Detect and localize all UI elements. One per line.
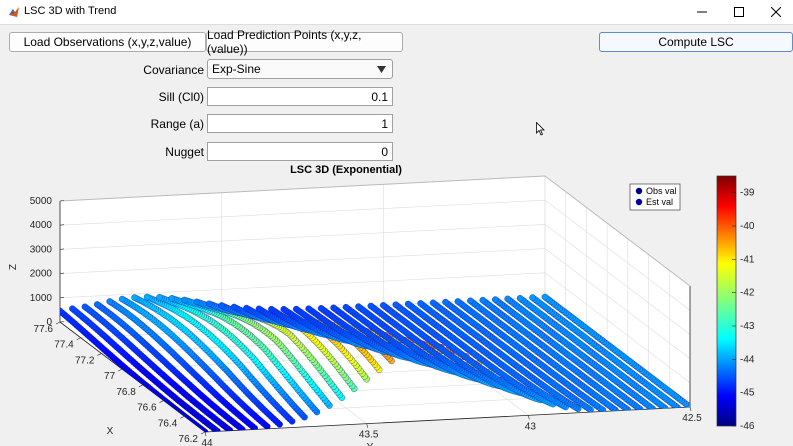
lsc-3d-plot[interactable]: LSC 3D (Exponential) 5000 4000 3000 2000 100… — [0, 162, 793, 446]
minimize-button[interactable] — [685, 0, 719, 24]
y-tick-label: 44 — [201, 438, 213, 446]
colorbar-tick-label: -41 — [740, 254, 755, 265]
y-tick-label: 43.5 — [359, 430, 379, 441]
mouse-cursor-icon — [536, 122, 545, 136]
covariance-label: Covariance — [143, 63, 204, 77]
z-axis-label: Z — [8, 264, 19, 270]
maximize-icon — [734, 7, 744, 17]
close-icon — [771, 7, 781, 17]
x-tick-label: 76.2 — [179, 434, 199, 445]
y-tick-label: 42.5 — [682, 413, 702, 424]
nugget-label: Nugget — [165, 145, 204, 159]
colorbar-gradient — [716, 175, 737, 427]
dropdown-arrow-icon — [377, 66, 386, 73]
compute-lsc-button[interactable]: Compute LSC — [599, 32, 793, 52]
close-button[interactable] — [759, 0, 793, 24]
x-tick-label: 76.8 — [116, 387, 136, 398]
x-tick-label: 77 — [104, 371, 116, 382]
covariance-value: Exp-Sine — [212, 62, 261, 76]
x-tick-label: 76.4 — [158, 418, 178, 429]
z-tick-label: 2000 — [30, 269, 53, 280]
x-tick-label: 77.2 — [75, 355, 95, 366]
legend-est-marker — [635, 198, 643, 206]
z-tick-label: 3000 — [30, 244, 53, 255]
legend-est-label: Est val — [646, 197, 673, 207]
scatter-points — [60, 293, 690, 432]
legend-obs-label: Obs val — [646, 186, 677, 196]
title-bar: LSC 3D with Trend — [0, 0, 793, 25]
colorbar-tick-label: -40 — [740, 221, 755, 232]
colorbar: -39 -40 -41 -42 -43 -44 -45 -46 — [716, 175, 755, 432]
y-tick-label: 43 — [525, 421, 537, 432]
axis-ticks: 50004000300020001000077.677.477.27776.87… — [8, 196, 702, 446]
z-tick-label: 4000 — [30, 220, 53, 231]
colorbar-tick-label: -42 — [740, 288, 755, 299]
colorbar-tick-label: -43 — [740, 321, 755, 332]
z-tick-label: 0 — [46, 317, 52, 328]
x-tick-label: 76.6 — [137, 403, 157, 414]
y-axis-label: Y — [367, 442, 374, 446]
minimize-icon — [697, 11, 707, 13]
chart-title: LSC 3D (Exponential) — [290, 164, 402, 176]
colorbar-tick-label: -39 — [740, 188, 755, 199]
load-prediction-points-button[interactable]: Load Prediction Points (x,y,z,(value)) — [206, 28, 403, 56]
z-tick-label: 1000 — [30, 293, 53, 304]
colorbar-tick-label: -46 — [740, 421, 755, 432]
x-axis-label: X — [107, 426, 114, 437]
load-observations-button[interactable]: Load Observations (x,y,z,value) — [9, 32, 206, 52]
nugget-input[interactable]: 0 — [207, 142, 393, 161]
matlab-icon — [9, 7, 19, 17]
x-tick-label: 77.4 — [54, 340, 74, 351]
colorbar-tick-label: -45 — [740, 388, 755, 399]
maximize-button[interactable] — [722, 0, 756, 24]
sill-input[interactable]: 0.1 — [207, 87, 393, 106]
z-tick-label: 5000 — [30, 196, 53, 207]
range-input[interactable]: 1 — [207, 114, 393, 133]
x-tick-label: 77.6 — [34, 324, 54, 335]
sill-label: Sill (Cl0) — [158, 90, 204, 104]
legend: Obs val Est val — [629, 183, 681, 211]
window-title: LSC 3D with Trend — [24, 5, 117, 17]
covariance-select[interactable]: Exp-Sine — [207, 59, 393, 79]
colorbar-tick-label: -44 — [740, 354, 755, 365]
legend-obs-marker — [635, 187, 643, 195]
range-label: Range (a) — [150, 117, 204, 131]
